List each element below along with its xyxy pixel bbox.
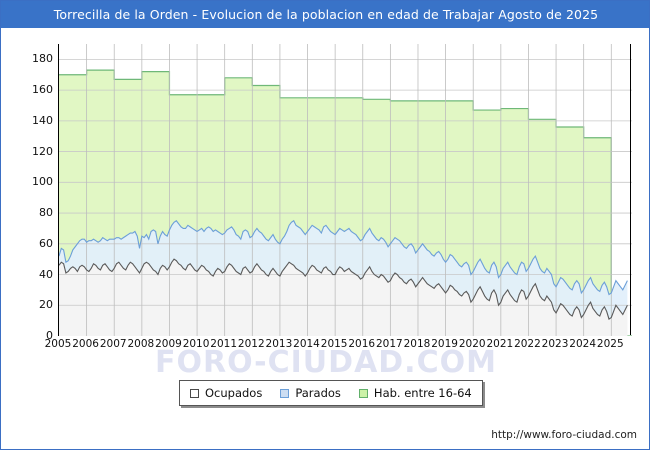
y-tick-label: 180 [32,52,53,66]
legend-swatch-habitantes [358,388,368,398]
x-tick-label: 2014 [293,338,320,350]
right-axis-line [629,44,631,335]
x-tick-label: 2005 [44,338,72,350]
page-title: Torrecilla de la Orden - Evolucion de la… [53,7,599,22]
legend-label-habitantes: Hab. entre 16-64 [373,386,472,400]
x-tick-label: 2011 [210,338,238,350]
x-tick-label: 2024 [569,338,597,350]
y-tick-label: 160 [32,83,53,97]
x-tick-label: 2008 [127,338,155,350]
chart-legend: Ocupados Parados Hab. entre 16-64 [179,380,483,406]
legend-item-parados[interactable]: Parados [280,386,341,400]
x-tick-label: 2016 [348,338,376,350]
source-url: http://www.foro-ciudad.com [491,429,637,441]
x-tick-label: 2013 [265,338,293,350]
x-tick-label: 2009 [155,338,182,350]
y-axis-ticks: 0 20 40 60 80 100 120 140 160 180 [1,44,53,341]
x-tick-label: 2006 [72,338,99,350]
y-tick-label: 120 [32,144,53,158]
x-axis-ticks: 2005 2006 2007 2008 2009 2010 2011 2012 2013 2014… [45,338,631,357]
y-tick-label: 100 [32,175,53,189]
legend-label-ocupados: Ocupados [205,386,263,400]
x-tick-label: 2018 [403,338,431,350]
x-tick-label: 2022 [514,338,541,350]
x-tick-label: 2015 [320,338,348,350]
x-tick-label: 2025 [596,338,624,350]
window-title-bar: Torrecilla de la Orden - Evolucion de la… [1,1,649,28]
y-tick-label: 80 [39,206,53,220]
x-tick-label: 2021 [486,338,514,350]
legend-swatch-ocupados [190,388,199,398]
x-tick-label: 2020 [458,338,486,350]
y-tick-label: 40 [39,267,53,281]
y-tick-label: 20 [39,298,53,312]
legend-label-parados: Parados [295,386,341,400]
x-tick-label: 2019 [431,338,458,350]
x-tick-label: 2007 [99,338,127,350]
x-tick-label: 2017 [375,338,403,350]
x-tick-label: 2012 [237,338,265,350]
legend-item-habitantes[interactable]: Hab. entre 16-64 [358,386,472,400]
x-tick-label: 2023 [541,338,569,350]
y-tick-label: 60 [39,236,53,250]
x-tick-label: 2010 [182,338,210,350]
plot-area [58,44,632,336]
chart-canvas [59,44,632,336]
legend-item-ocupados[interactable]: Ocupados [190,386,262,400]
y-tick-label: 140 [32,113,53,127]
legend-swatch-parados [280,388,290,398]
y-tick-label: 0 [46,329,53,342]
